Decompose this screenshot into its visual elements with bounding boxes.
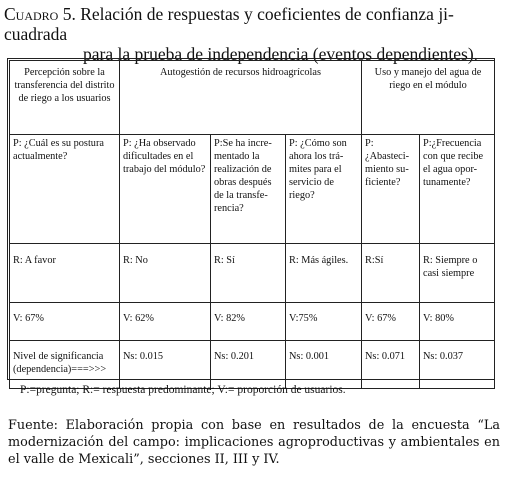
- significance-row: Nivel de significancia (dependencia)===>…: [9, 340, 496, 389]
- question-cell: P:¿Frecuencia con que recibe el agua opo…: [418, 134, 496, 244]
- table-legend-note: P:=pregunta; R:= respuesta predominante;…: [20, 384, 346, 396]
- header-water-use: Uso y manejo del agua de riego en el mód…: [360, 60, 496, 135]
- proportion-cell: V: 67%: [9, 302, 120, 341]
- response-cell: R:Sí: [361, 243, 420, 303]
- proportion-cell: V: 67%: [361, 302, 420, 341]
- questions-row: P: ¿Cuál es su postura actualmente? P: ¿…: [9, 134, 496, 244]
- proportion-cell: V:75%: [285, 302, 362, 341]
- question-cell: P: ¿Cómo son ahora los trá-mites para el…: [285, 134, 362, 244]
- caption-line-2: para la prueba de independencia (eventos…: [83, 44, 479, 64]
- question-cell: P: ¿Cuál es su postura actualmente?: [9, 134, 120, 244]
- question-cell: P: ¿Ha observado dificultades en el trab…: [119, 134, 211, 244]
- proportions-row: V: 67% V: 62% V: 82% V:75% V: 67% V: 80%: [9, 302, 496, 341]
- response-cell: R: Más ágiles.: [285, 243, 362, 303]
- significance-cell: Ns: 0.201: [210, 340, 286, 389]
- significance-cell: Ns: 0.037: [418, 340, 496, 389]
- response-cell: R: Siempre o casi siempre: [418, 243, 496, 303]
- header-perception: Percepción sobre la transferencia del di…: [9, 60, 120, 135]
- question-cell: P:¿Abasteci-miento su-ficiente?: [361, 134, 420, 244]
- caption-line-1: Relación de respuestas y coeficientes de…: [4, 4, 454, 44]
- caption-label: Cuadro 5.: [4, 4, 76, 24]
- proportion-cell: V: 80%: [418, 302, 496, 341]
- proportion-cell: V: 62%: [119, 302, 211, 341]
- response-cell: R: Sí: [210, 243, 286, 303]
- response-cell: R: No: [119, 243, 211, 303]
- significance-cell: Ns: 0.071: [361, 340, 420, 389]
- significance-cell: Ns: 0.015: [119, 340, 211, 389]
- table-caption: Cuadro 5. Relación de respuestas y coefi…: [4, 4, 502, 64]
- header-row: Percepción sobre la transferencia del di…: [9, 60, 496, 135]
- proportion-cell: V: 82%: [210, 302, 286, 341]
- responses-row: R: A favor R: No R: Sí R: Más ágiles. R:…: [9, 243, 496, 303]
- significance-cell: Ns: 0.001: [285, 340, 362, 389]
- results-table: Percepción sobre la transferencia del di…: [9, 60, 496, 389]
- significance-label: Nivel de significancia (dependencia)===>…: [9, 340, 120, 389]
- source-note: Fuente: Elaboración propia con base en r…: [8, 418, 500, 467]
- question-cell: P:Se ha incre-mentado la realización de …: [210, 134, 286, 244]
- response-cell: R: A favor: [9, 243, 120, 303]
- header-self-management: Autogestión de recursos hidroagrícolas: [119, 60, 362, 135]
